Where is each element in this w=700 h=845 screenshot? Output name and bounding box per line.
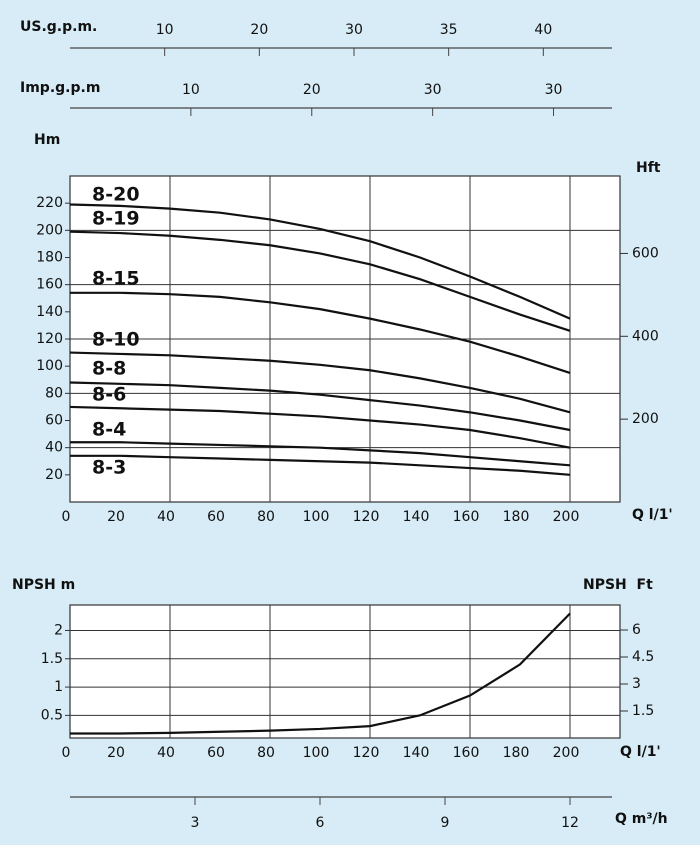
x-axis-title: Q l/1'	[632, 507, 673, 523]
tick-label: 6	[316, 815, 325, 831]
curve-label: 8-4	[92, 419, 126, 441]
x-tick-label: 40	[157, 745, 175, 761]
x-tick-label: 200	[553, 509, 580, 525]
y-tick-label: 180	[36, 250, 63, 266]
y2-tick-label: 200	[632, 411, 659, 427]
axis-title: US.g.p.m.	[20, 19, 97, 35]
curve	[70, 612, 571, 735]
x-tick-label: 40	[157, 509, 175, 525]
curve-label: 8-8	[92, 358, 126, 380]
y-tick-label: 1.5	[41, 651, 63, 667]
curve	[69, 405, 571, 449]
plot-area	[69, 604, 621, 739]
y2-tick-label: 600	[632, 245, 659, 261]
y2-axis-title: Hft	[636, 160, 661, 176]
y-tick-label: 20	[45, 467, 63, 483]
tick-label: 40	[534, 22, 552, 38]
x-axis-title: Q m³/h	[615, 811, 668, 827]
x-tick-label: 60	[207, 745, 225, 761]
x-tick-label: 0	[62, 509, 71, 525]
y2-tick-label: 6	[632, 622, 641, 638]
x-tick-label: 60	[207, 509, 225, 525]
y-tick-label: 2	[54, 622, 63, 638]
tick-label: 20	[250, 22, 268, 38]
tick-label: 10	[156, 22, 174, 38]
tick-label: 10	[182, 82, 200, 98]
tick-label: 9	[441, 815, 450, 831]
curve-label: 8-20	[92, 184, 140, 206]
y-tick-label: 80	[45, 385, 63, 401]
curve	[69, 381, 571, 432]
x-tick-label: 180	[503, 745, 530, 761]
x-tick-label: 160	[453, 745, 480, 761]
tick-label: 20	[303, 82, 321, 98]
curve-label: 8-3	[92, 457, 126, 479]
y-tick-label: 140	[36, 304, 63, 320]
x-tick-label: 80	[257, 745, 275, 761]
y-tick-label: 120	[36, 331, 63, 347]
x-tick-label: 140	[403, 509, 430, 525]
curve-label: 8-19	[92, 208, 140, 230]
x-tick-label: 100	[303, 745, 330, 761]
y2-axis-title: NPSH Ft	[583, 577, 653, 593]
y-axis-title: NPSH m	[12, 577, 75, 593]
y2-tick-label: 4.5	[632, 649, 654, 665]
y-tick-label: 0.5	[41, 707, 63, 723]
y-tick-label: 40	[45, 440, 63, 456]
x-tick-label: 20	[107, 509, 125, 525]
y-tick-label: 100	[36, 358, 63, 374]
x-tick-label: 160	[453, 509, 480, 525]
x-axis-title: Q l/1'	[620, 744, 661, 760]
y2-tick-label: 400	[632, 328, 659, 344]
curve	[70, 454, 571, 476]
y-tick-label: 220	[36, 195, 63, 211]
tick-label: 35	[440, 22, 458, 38]
x-tick-label: 180	[503, 509, 530, 525]
x-tick-label: 80	[257, 509, 275, 525]
tick-label: 30	[545, 82, 563, 98]
y-tick-label: 200	[36, 222, 63, 238]
curve	[69, 230, 571, 332]
x-tick-label: 20	[107, 745, 125, 761]
x-tick-label: 120	[353, 509, 380, 525]
curve-label: 8-6	[92, 384, 126, 406]
curve	[69, 203, 571, 320]
tick-label: 3	[191, 815, 200, 831]
x-tick-label: 120	[353, 745, 380, 761]
y2-tick-label: 1.5	[632, 703, 654, 719]
axis-title: Imp.g.p.m	[20, 80, 100, 96]
x-tick-label: 140	[403, 745, 430, 761]
y2-tick-label: 3	[632, 676, 641, 692]
y-axis-title: Hm	[34, 132, 60, 148]
tick-label: 30	[345, 22, 363, 38]
curve-label: 8-15	[92, 268, 140, 290]
curve-label: 8-10	[92, 329, 140, 351]
y-tick-label: 160	[36, 277, 63, 293]
curve	[70, 291, 571, 375]
y-tick-label: 1	[54, 679, 63, 695]
y-tick-label: 60	[45, 413, 63, 429]
curve	[69, 351, 571, 414]
x-tick-label: 200	[553, 745, 580, 761]
x-tick-label: 100	[303, 509, 330, 525]
tick-label: 30	[424, 82, 442, 98]
tick-label: 12	[561, 815, 579, 831]
curve	[70, 441, 571, 467]
x-tick-label: 0	[62, 745, 71, 761]
